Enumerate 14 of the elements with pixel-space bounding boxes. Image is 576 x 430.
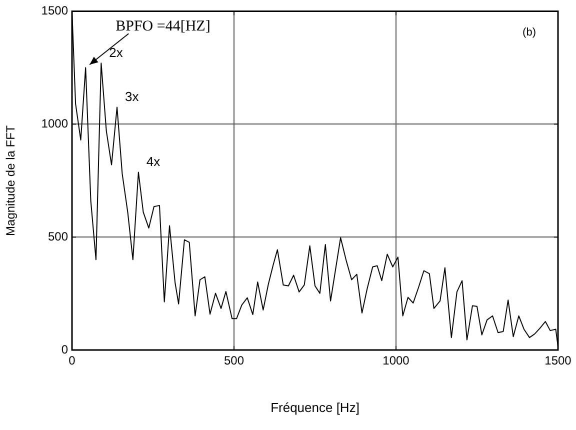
annotation: (b) xyxy=(522,26,536,39)
annotation: BPFO =44[HZ] xyxy=(116,18,210,35)
annotation: 2x xyxy=(109,45,124,60)
x-axis-title: Fréquence [Hz] xyxy=(270,400,360,415)
annotation: 4x xyxy=(146,154,161,170)
y-axis-title: Magnitude de la FFT xyxy=(4,124,18,236)
x-tick-label: 1000 xyxy=(382,354,410,368)
y-tick-label: 1000 xyxy=(41,116,68,130)
annotation: 3x xyxy=(125,89,140,104)
x-tick-label: 1500 xyxy=(544,354,572,368)
y-tick-label: 0 xyxy=(61,342,68,356)
x-tick-label: 500 xyxy=(224,354,244,368)
y-tick-label: 1500 xyxy=(41,4,68,18)
y-tick-label: 500 xyxy=(48,229,68,244)
